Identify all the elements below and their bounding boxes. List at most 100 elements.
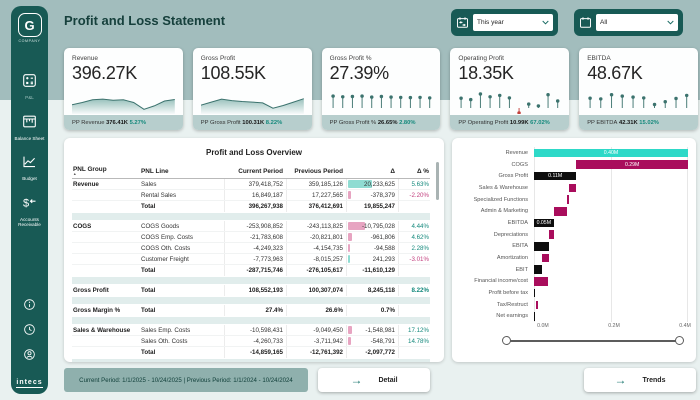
cell-current-period: -287,715,746 (224, 265, 286, 276)
waterfall-bar-revenue[interactable]: 0.40M (534, 148, 688, 158)
waterfall-row: Profit before tax (456, 287, 688, 299)
kpi-card-operating-profit[interactable]: Operating Profit 18.35K PP Operating Profi… (450, 48, 570, 130)
kpi-card-revenue[interactable]: Revenue 396.27K PP Revenue 376.41K 5.27% (64, 48, 183, 130)
table-row[interactable]: COGS Emp. Costs -21,783,608 -20,821,801 -96… (72, 232, 430, 243)
table-row[interactable]: Total 396,267,938 376,412,691 19,855,247 (72, 201, 430, 212)
cell-pnl-group (72, 206, 140, 208)
cell-pnl-group: Gross Profit (73, 287, 109, 294)
waterfall-bar-tax-restruct[interactable] (535, 300, 539, 310)
trends-button-label: Trends (642, 376, 666, 384)
cell-pnl-group: COGS (73, 222, 92, 230)
period-filter-dropdown[interactable]: This year (451, 9, 558, 36)
cell-pnl-line: Customer Freight (141, 255, 189, 263)
cell-current-period: -10,598,431 (224, 325, 286, 335)
sidebar-item-accounts-receivable[interactable]: $ Accounts Receivable (13, 195, 46, 228)
trends-button[interactable]: → Trends (584, 368, 696, 392)
balance-sheet-icon (22, 114, 37, 134)
zoom-slider-handle-left[interactable] (502, 336, 511, 346)
table-row[interactable]: Gross Margin % Total 27.4% 26.6% 0.7% (72, 305, 430, 316)
waterfall-bar-profit-before-tax[interactable] (534, 288, 535, 298)
waterfall-bar-ebitda[interactable]: 0.05M (534, 218, 554, 228)
cell-pnl-group (72, 194, 140, 196)
zoom-slider-track[interactable] (506, 340, 680, 343)
cell-delta: 0.7% (346, 305, 398, 316)
waterfall-bar-amortization[interactable] (542, 253, 549, 263)
waterfall-bar-specialized-functions[interactable] (567, 195, 570, 204)
waterfall-bar-financial-income-cost[interactable] (534, 277, 548, 286)
kpi-footer: PP Gross Profit 100.31K 8.22% (192, 115, 312, 130)
sidebar-item-label: P&L (25, 95, 34, 100)
waterfall-bar-depreciations[interactable] (548, 230, 554, 239)
column-header-pnl-group[interactable]: PNL Group ▲ (72, 164, 140, 176)
waterfall-row: EBIT (456, 263, 688, 276)
table-row[interactable]: Sales & Warehouse Sales Emp. Costs -10,598… (72, 325, 430, 336)
waterfall-row: Financial income/cost (456, 275, 688, 288)
waterfall-bar-admin-marketing[interactable] (553, 207, 568, 216)
waterfall-category-label: EBITA (512, 243, 528, 250)
column-header-delta-pct[interactable]: Δ % (416, 167, 429, 175)
kpi-value: 27.39% (329, 63, 390, 83)
chevron-down-icon (542, 20, 549, 25)
waterfall-bar-ebit[interactable] (534, 265, 543, 274)
waterfall-bar-ebita[interactable] (534, 242, 549, 251)
cell-pnl-line: Total (141, 349, 156, 356)
sidebar-item-pl[interactable]: P&L (13, 73, 46, 101)
table-row[interactable]: COGS Oth. Costs -4,249,323 -4,154,735 -94,5… (72, 243, 430, 254)
cell-delta: -11,610,129 (346, 265, 398, 276)
sidebar: G COMPANY P&L Balance Sheet (11, 6, 48, 394)
dollar-arrow-icon: $ (22, 195, 37, 215)
waterfall-x-axis: 0.0M 0.2M 0.4M (537, 322, 691, 331)
detail-button[interactable]: → Detail (318, 368, 430, 392)
waterfall-chart: Revenue 0.40M COGS 0.29M Gross Profit 0.11M Sa… (456, 147, 688, 323)
kpi-card-ebitda[interactable]: EBITDA 48.67K PP EBITDA 42.31K 15.02% (579, 48, 698, 130)
sidebar-item-label: Accounts Receivable (18, 216, 41, 228)
table-row[interactable]: Total -287,715,746 -276,105,617 -11,610,129 (72, 265, 430, 276)
waterfall-plot: 0.29M (534, 158, 688, 171)
table-scrollbar-thumb[interactable] (436, 162, 439, 200)
column-header-previous-period[interactable]: Previous Period (294, 167, 343, 175)
cell-delta-pct: -3.01% (398, 254, 432, 264)
page-title: Profit and Loss Statement (64, 13, 226, 28)
cell-delta: 241,293 (346, 254, 398, 264)
table-row[interactable]: Total -14,859,165 -12,761,392 -2,097,772 (72, 347, 430, 358)
waterfall-category-label: Amortization (496, 255, 528, 262)
cell-current-period: 379,418,752 (224, 179, 286, 189)
cell-pnl-group (72, 352, 140, 354)
table-row[interactable]: COGS COGS Goods -253,908,852 -243,113,825 -1… (72, 221, 430, 232)
history-icon[interactable] (23, 323, 36, 341)
sidebar-item-balance-sheet[interactable]: Balance Sheet (13, 114, 46, 142)
kpi-card-gross-profit[interactable]: Gross Profit 108.55K PP Gross Profit 100.3… (192, 48, 312, 130)
zoom-slider-handle-right[interactable] (675, 336, 684, 346)
cell-previous-period: -8,015,257 (286, 254, 346, 264)
kpi-title: EBITDA (587, 55, 611, 62)
column-header-delta[interactable]: Δ (390, 167, 395, 175)
sidebar-item-budget[interactable]: Budget (13, 154, 46, 182)
waterfall-row: EBITDA 0.05M (456, 217, 688, 229)
column-header-pnl-line[interactable]: PNL Line (141, 167, 169, 175)
table-row[interactable]: Customer Freight -7,773,963 -8,015,257 241,… (72, 254, 430, 265)
cell-pnl-line: Total (141, 307, 156, 314)
cell-current-period: 16,849,187 (224, 190, 286, 200)
zoom-slider (502, 334, 684, 348)
scope-filter-dropdown[interactable]: All (574, 9, 683, 36)
waterfall-row: Gross Profit 0.11M (456, 170, 688, 183)
table-row[interactable]: Sales Oth. Costs -4,260,733 -3,711,942 -548… (72, 336, 430, 347)
kpi-card-gross-profit[interactable]: Gross Profit % 27.39% PP Gross Profit % 26… (321, 48, 441, 130)
waterfall-bar-sales-warehouse[interactable] (569, 183, 577, 193)
cell-current-period: -4,249,323 (224, 243, 286, 253)
kpi-footer: PP Revenue 376.41K 5.27% (64, 115, 183, 130)
table-row[interactable]: Revenue Sales 379,418,752 359,185,126 20,233… (72, 179, 430, 190)
account-icon[interactable] (23, 348, 36, 366)
table-row[interactable]: Rental Sales 16,849,187 17,227,565 -378,379… (72, 190, 430, 201)
waterfall-bar-gross-profit[interactable]: 0.11M (534, 171, 577, 181)
info-icon[interactable] (23, 298, 36, 316)
waterfall-bar-net-earnings[interactable] (534, 312, 535, 321)
pnl-table: PNL Group ▲ PNL Line Current Period Previ… (72, 164, 430, 362)
waterfall-bar-cogs[interactable]: 0.29M (576, 160, 688, 169)
waterfall-category-label: COGS (511, 161, 528, 168)
kpi-title: Gross Profit (200, 55, 236, 62)
kpi-footer: PP EBITDA 42.31K 15.02% (579, 115, 698, 130)
column-header-current-period[interactable]: Current Period (238, 167, 283, 175)
table-row[interactable]: Gross Profit Total 108,552,193 100,307,074 8… (72, 285, 430, 296)
